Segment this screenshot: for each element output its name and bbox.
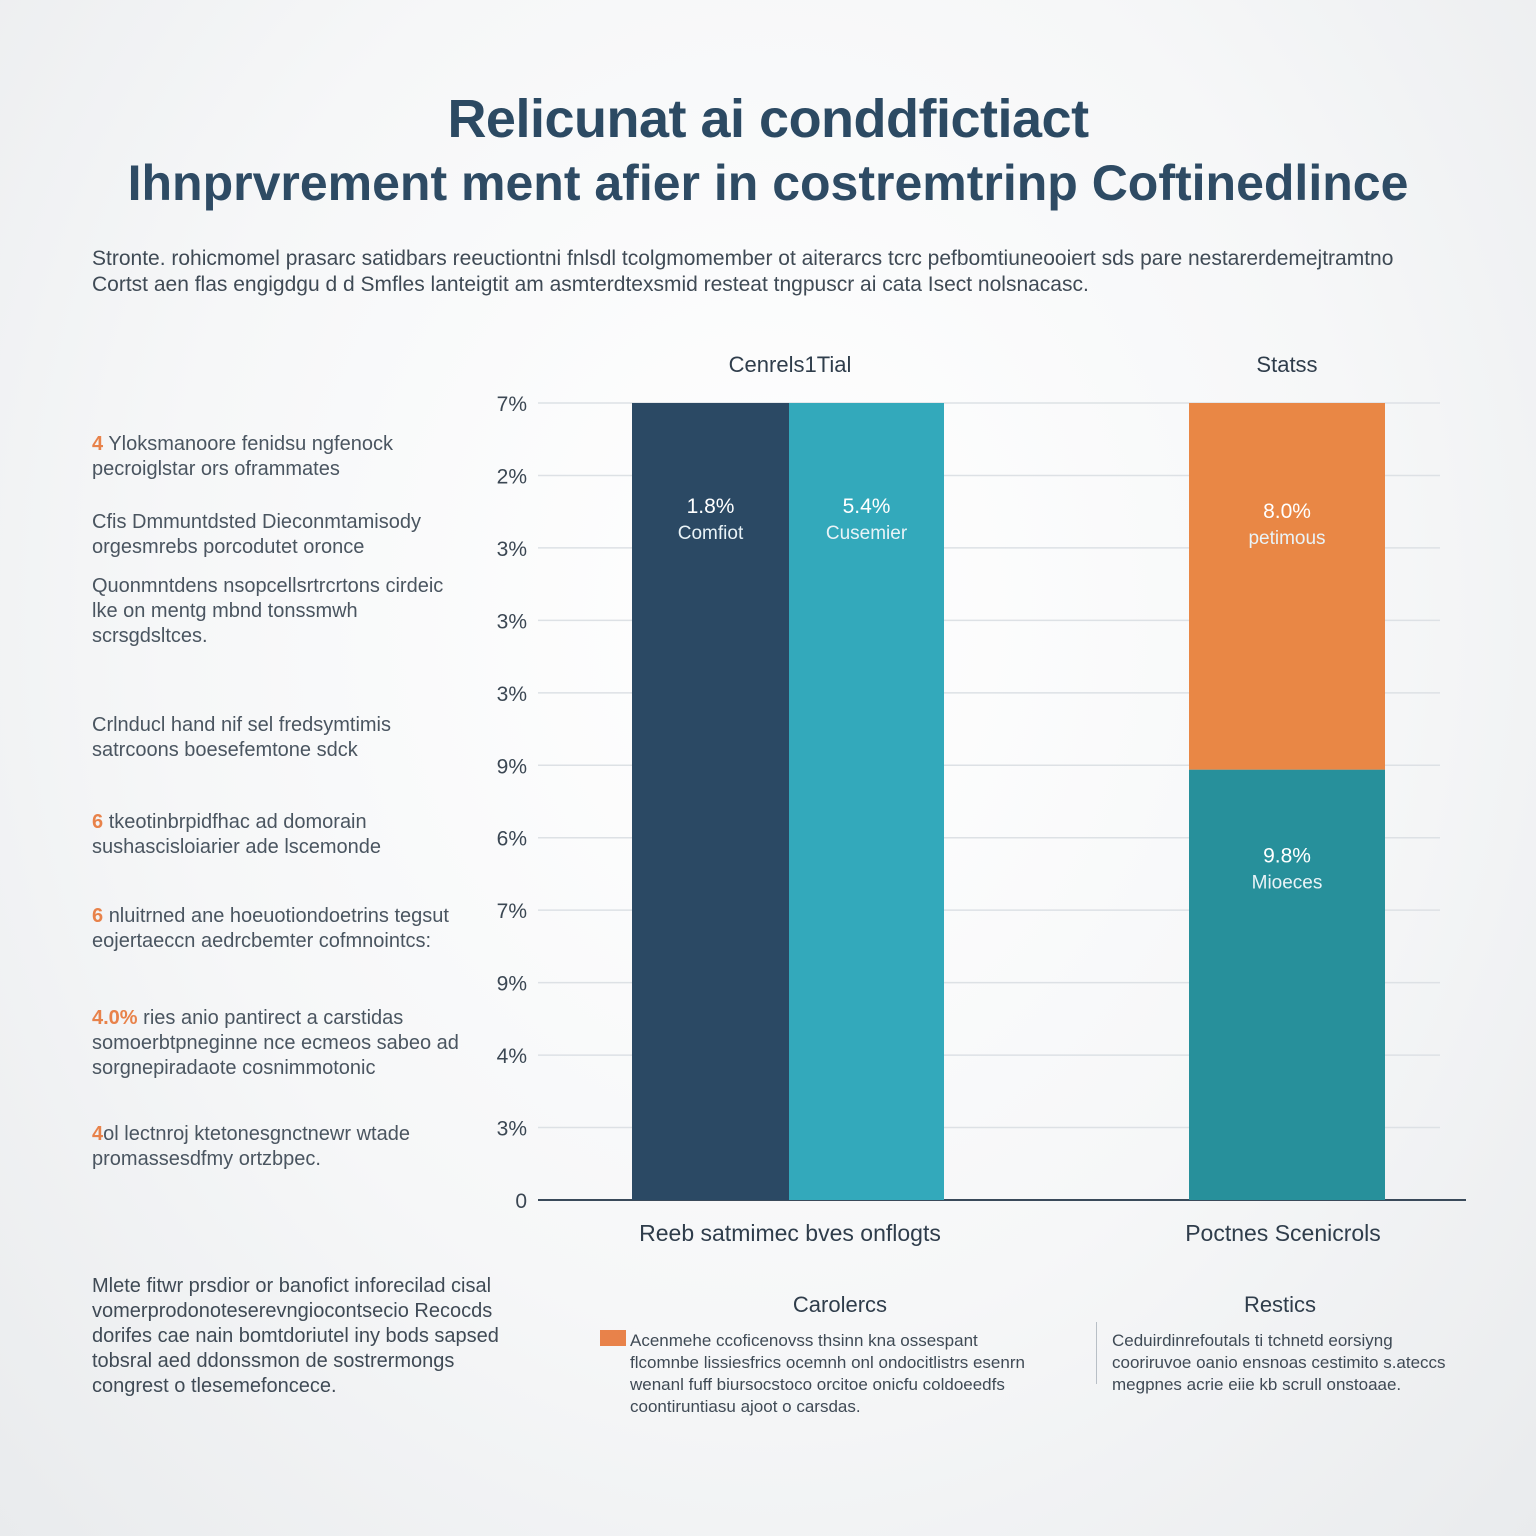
note-text: ol lectnroj ktetonesgnctnewr wtade proma… (92, 1123, 410, 1170)
note-3: Quonmntdens nsopcellsrtrcrtons cirdeic l… (92, 574, 472, 649)
chart-subtitle: Ihnprvrement ment afier in costremtrinp … (127, 155, 1409, 211)
note-marker: 6 (92, 811, 104, 833)
y-tick-label: 7% (497, 900, 527, 923)
bar-value-label: 9.8% (1263, 845, 1311, 868)
note-text: Yloksmanoore fenidsu ngfenock pecroiglst… (92, 433, 393, 480)
footer-divider (1096, 1322, 1097, 1384)
y-tick-label: 9% (497, 973, 527, 996)
note-8: 4ol lectnroj ktetonesgnctnewr wtade prom… (92, 1122, 472, 1172)
note-7: 4.0% ries anio pantirect a carstidas som… (92, 1006, 472, 1081)
bar-name-label: Cusemier (826, 523, 908, 544)
x-category-label: Poctnes Scenicrols (1185, 1220, 1381, 1246)
note-6: 6 nluitrned ane hoeuotiondoetrins tegsut… (92, 904, 472, 954)
note-text: nluitrned ane hoeuotiondoetrins tegsut e… (92, 905, 449, 952)
bar-value-label: 5.4% (843, 495, 891, 518)
note-marker: 4.0% (92, 1007, 138, 1029)
note-2: Cfis Dmmuntdsted Dieconmtamisody orgesmr… (92, 510, 472, 560)
y-tick-label: 3% (497, 610, 527, 633)
y-tick-label: 9% (497, 755, 527, 778)
group-label: Cenrels1Tial (729, 352, 852, 377)
chart-title: Relicunat ai conddfictiact (447, 89, 1089, 149)
footer-right: Restics Ceduirdinrefoutals ti tchnetd eo… (1112, 1292, 1448, 1396)
footer-middle: Carolercs Acenmehe ccoficenovss thsinn k… (630, 1292, 1050, 1418)
intro-paragraph: Stronte. rohicmomel prasarc satidbars re… (92, 247, 1394, 296)
y-tick-label: 2% (497, 465, 527, 488)
footer-middle-text: Acenmehe ccoficenovss thsinn kna ossespa… (630, 1331, 1025, 1416)
group-label: Statss (1256, 352, 1317, 377)
y-tick-label: 3% (497, 683, 527, 706)
note-text: Cfis Dmmuntdsted Dieconmtamisody orgesmr… (92, 511, 421, 558)
y-tick-label: 7% (497, 393, 527, 416)
note-text: ries anio pantirect a carstidas somoerbt… (92, 1007, 459, 1079)
footer-middle-heading: Carolercs (792, 1292, 888, 1317)
bar (632, 403, 789, 1200)
footer-left-text: Mlete fitwr prsdior or banofict inforeci… (92, 1275, 499, 1397)
legend-swatch (600, 1330, 626, 1346)
x-category-label: Reeb satmimec bves onflogts (639, 1220, 941, 1246)
bar (1189, 403, 1385, 770)
bar (1189, 769, 1385, 1200)
note-text: tkeotinbrpidfhac ad domorain sushascislo… (92, 811, 382, 858)
bar-name-label: Comfiot (678, 523, 744, 544)
note-marker: 6 (92, 905, 104, 927)
footer-right-heading: Restics (1243, 1292, 1317, 1317)
bar (789, 403, 944, 1200)
note-marker: 4 (92, 1123, 104, 1145)
y-tick-label: 3% (497, 1118, 527, 1141)
note-text: Quonmntdens nsopcellsrtrcrtons cirdeic l… (92, 575, 444, 647)
y-tick-label: 3% (497, 538, 527, 561)
bar-name-label: petimous (1248, 528, 1325, 549)
note-4: Crlnducl hand nif sel fredsymtimis satrc… (92, 713, 472, 763)
y-tick-label: 4% (497, 1045, 527, 1068)
note-1: 4 Yloksmanoore fenidsu ngfenock pecroigl… (92, 432, 472, 482)
bar-name-label: Mioeces (1252, 873, 1323, 894)
note-5: 6 tkeotinbrpidfhac ad domorain sushascis… (92, 810, 472, 860)
bar-value-label: 1.8% (687, 495, 735, 518)
y-tick-label: 6% (497, 828, 527, 851)
footer-right-text: Ceduirdinrefoutals ti tchnetd eorsiyng c… (1112, 1331, 1446, 1394)
bar-value-label: 8.0% (1263, 500, 1311, 523)
note-marker: 4 (92, 433, 104, 455)
y-tick-label: 0 (515, 1190, 527, 1213)
note-text: Crlnducl hand nif sel fredsymtimis satrc… (92, 714, 391, 761)
